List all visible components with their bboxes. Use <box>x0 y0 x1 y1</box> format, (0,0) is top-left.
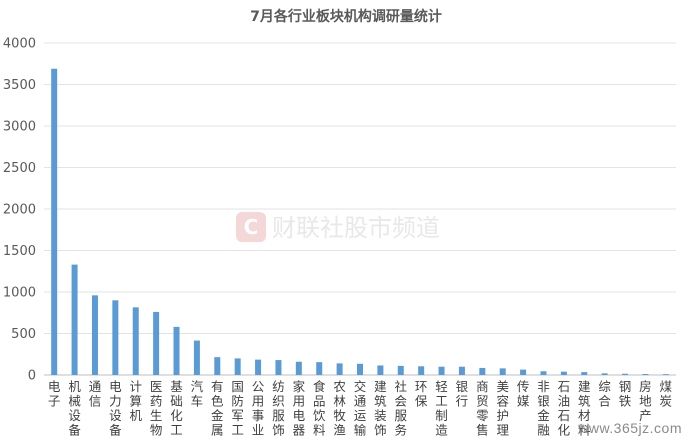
x-tick-label: 医药生物 <box>150 379 163 438</box>
y-tick-label: 500 <box>11 327 36 342</box>
bar <box>316 362 323 375</box>
x-tick-label: 食品饮料 <box>313 379 326 438</box>
x-tick-label: 美容护理 <box>496 379 509 438</box>
y-tick-label: 2000 <box>3 203 36 218</box>
bar <box>499 368 506 375</box>
x-tick-label: 石油石化 <box>558 379 571 438</box>
y-tick-label: 4000 <box>3 37 36 52</box>
bar <box>581 372 588 375</box>
bar <box>642 374 649 375</box>
x-tick-label: 房地产 <box>639 379 652 423</box>
chart-title: 7月各行业板块机构调研量统计 <box>250 8 442 25</box>
x-tick-label: 环保 <box>415 379 428 409</box>
x-tick-label: 建筑材料 <box>578 379 591 438</box>
site-watermark: www.365jz.com <box>578 420 682 436</box>
bar <box>173 326 180 375</box>
x-tick-label: 国防军工 <box>231 379 244 438</box>
bar <box>438 366 445 375</box>
bar <box>132 307 139 375</box>
x-tick-label: 计算机 <box>129 379 142 423</box>
bar <box>234 358 241 375</box>
bar <box>275 360 282 375</box>
bar <box>560 371 567 375</box>
x-tick-label: 纺织服饰 <box>272 379 285 438</box>
bar <box>357 363 363 375</box>
watermark-text: 财联社股市频道 <box>272 214 440 242</box>
x-tick-label: 基础化工 <box>170 379 183 438</box>
x-tick-label: 传媒 <box>517 379 530 409</box>
y-tick-label: 0 <box>28 369 36 384</box>
bar <box>418 366 425 375</box>
y-tick-label: 1000 <box>3 286 36 301</box>
x-tick-label: 商贸零售 <box>476 379 489 438</box>
bar <box>479 367 486 375</box>
c-logo-icon <box>236 212 266 242</box>
bar <box>71 264 78 375</box>
watermark: C 财联社股市频道 <box>236 212 440 242</box>
bar <box>662 374 669 375</box>
bar <box>458 366 465 375</box>
svg-text:C: C <box>244 215 259 239</box>
y-tick-label: 1500 <box>3 244 36 259</box>
y-tick-label: 2500 <box>3 161 36 176</box>
y-tick-label: 3500 <box>3 78 36 93</box>
x-tick-label: 社会服务 <box>395 379 408 438</box>
gridlines <box>44 42 676 334</box>
x-tick-label: 公用事业 <box>252 379 265 438</box>
x-tick-label: 电力设备 <box>109 379 122 438</box>
bar <box>622 373 629 375</box>
x-tick-label: 非银金融 <box>537 379 550 438</box>
bar <box>540 371 547 375</box>
category-labels: 电子机械设备通信电力设备计算机医药生物基础化工汽车有色金属国防军工公用事业纺织服… <box>48 379 673 438</box>
x-tick-label: 农林牧渔 <box>333 379 346 438</box>
x-tick-label: 钢铁 <box>619 379 632 409</box>
bar <box>520 369 527 375</box>
bar <box>214 357 221 375</box>
bar <box>112 300 119 375</box>
x-tick-label: 机械设备 <box>68 379 81 438</box>
x-tick-label: 电子 <box>48 379 61 409</box>
bar <box>377 365 384 375</box>
bar <box>193 340 200 375</box>
bar <box>51 68 58 375</box>
bar <box>153 311 160 375</box>
x-tick-label: 综合 <box>598 379 611 409</box>
x-tick-label: 建筑装饰 <box>374 379 387 438</box>
bar <box>601 373 608 375</box>
x-tick-label: 有色金属 <box>211 379 224 438</box>
bar <box>255 359 262 375</box>
x-tick-label: 家用电器 <box>293 379 306 438</box>
bar <box>336 363 343 375</box>
x-tick-label: 银行 <box>456 379 469 409</box>
x-tick-label: 煤炭 <box>660 379 673 409</box>
bars <box>51 68 669 375</box>
bar <box>295 361 302 375</box>
x-tick-label: 交通运输 <box>354 379 367 438</box>
y-tick-label: 3000 <box>3 120 36 135</box>
bar <box>397 365 404 375</box>
x-tick-label: 轻工制造 <box>435 379 448 438</box>
bar <box>91 295 98 375</box>
x-tick-label: 汽车 <box>191 379 204 409</box>
x-tick-label: 通信 <box>89 379 102 409</box>
y-axis-ticks: 0 500 1000 1500 2000 2500 3000 3500 4000 <box>3 37 36 384</box>
